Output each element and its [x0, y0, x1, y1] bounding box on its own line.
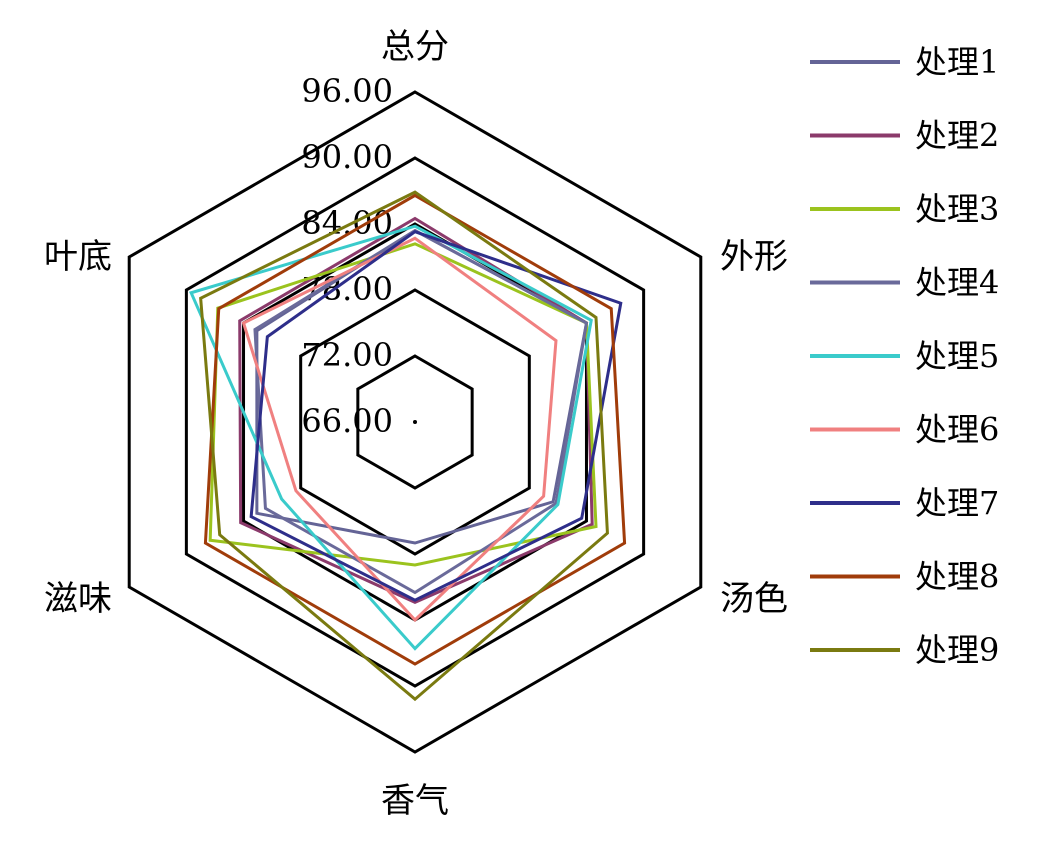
tick-label: 72.00: [301, 336, 393, 374]
legend-label: 处理7: [915, 484, 999, 522]
legend-label: 处理2: [915, 117, 999, 155]
grid-ring-5: [127, 90, 703, 754]
grid-ring-4: [184, 156, 646, 688]
series-line-4: [253, 228, 589, 595]
legend-label: 处理8: [915, 558, 999, 596]
tick-label: 66.00: [301, 402, 393, 440]
series-line-9: [199, 190, 609, 702]
legend-label: 处理4: [915, 264, 999, 302]
series-lines: [189, 190, 627, 702]
legend-label: 处理9: [915, 631, 999, 669]
series-line-7: [249, 230, 623, 602]
grid-ring-2: [299, 288, 531, 556]
axis-label: 外形: [720, 237, 788, 277]
axis-label: 叶底: [44, 237, 112, 277]
center-dot: [413, 420, 417, 424]
axis-label: 汤色: [720, 579, 788, 619]
tick-label: 96.00: [301, 72, 393, 110]
series-line-6: [241, 236, 558, 623]
legend-label: 处理3: [915, 190, 999, 228]
axis-label: 总分: [381, 27, 449, 67]
series-line-8: [203, 193, 627, 666]
axis-label: 滋味: [44, 579, 112, 619]
legend: 处理1 处理2 处理3 处理4 处理5 处理6 处理7 处理8 处理9: [810, 43, 999, 669]
grid-ring-1: [356, 354, 474, 490]
series-line-5: [189, 224, 593, 651]
tick-label: 90.00: [301, 138, 393, 176]
legend-label: 处理5: [915, 337, 999, 375]
axis-label: 香气: [381, 781, 449, 821]
legend-label: 处理6: [915, 411, 999, 449]
legend-label: 处理1: [915, 43, 999, 81]
